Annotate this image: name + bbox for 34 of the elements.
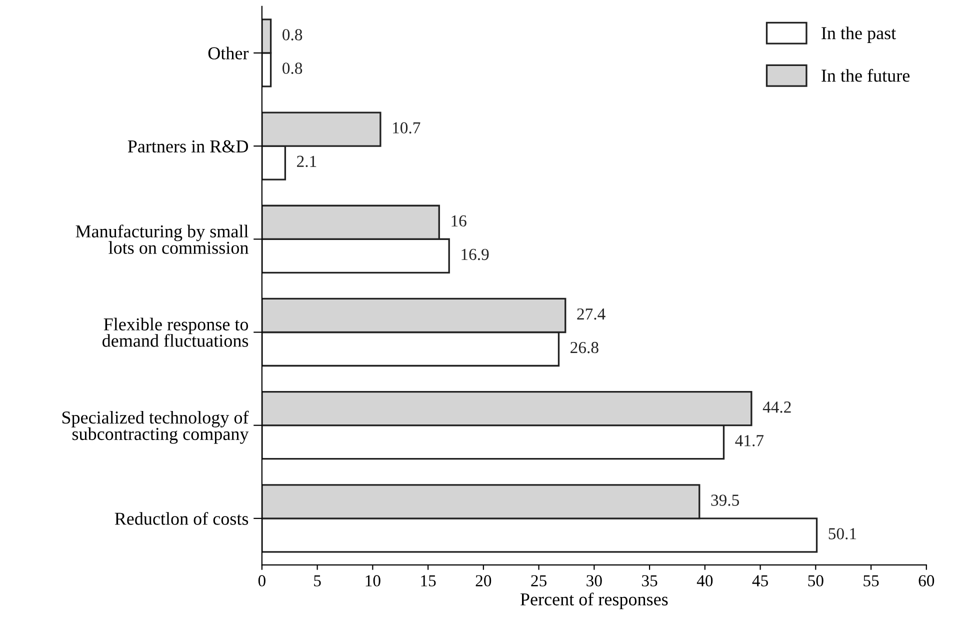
legend-label: In the past [822, 26, 896, 43]
data-label: 44.2 [762, 402, 791, 413]
x-tick-label: 15 [421, 575, 436, 586]
x-tick-label: 25 [531, 575, 546, 586]
data-label: 0.8 [282, 62, 302, 74]
legend-label: In the future [822, 68, 910, 82]
x-tick-label: 20 [476, 575, 492, 586]
x-axis-title: Percent of responses [520, 592, 668, 610]
data-label: 39.5 [711, 494, 740, 506]
y-tick-label: Specialized technology of subcontracting company [62, 410, 249, 444]
data-label: 50.1 [828, 528, 856, 540]
data-label: 0.8 [282, 29, 302, 40]
data-label: 27.4 [577, 308, 606, 320]
y-tick-label: Reductlon of costs [114, 512, 248, 525]
data-label: 10.7 [393, 122, 420, 134]
x-tick-label: 55 [864, 575, 879, 586]
data-label: 26.8 [570, 342, 598, 354]
x-tick-label: 5 [314, 575, 321, 586]
x-tick-label: 45 [752, 575, 768, 586]
data-label: 16 [452, 215, 466, 227]
data-label: 41.7 [735, 435, 764, 446]
data-label: 16.9 [462, 248, 489, 260]
y-tick-label: Manufacturing by small lots on commission [76, 224, 248, 254]
x-tick-label: 35 [642, 575, 658, 586]
x-tick-label: 40 [696, 575, 713, 586]
x-tick-label: 60 [918, 575, 934, 586]
x-tick-label: 30 [586, 575, 602, 586]
data-label: 2.1 [297, 156, 316, 168]
x-tick-label: 0 [258, 575, 266, 586]
x-tick-label: 50 [808, 575, 824, 586]
y-tick-label: Partners in R&D [128, 140, 248, 152]
y-tick-label: Flexible response to demand fluctuations [102, 318, 248, 347]
x-tick-label: 10 [366, 575, 380, 586]
y-tick-label: Other [208, 46, 249, 60]
